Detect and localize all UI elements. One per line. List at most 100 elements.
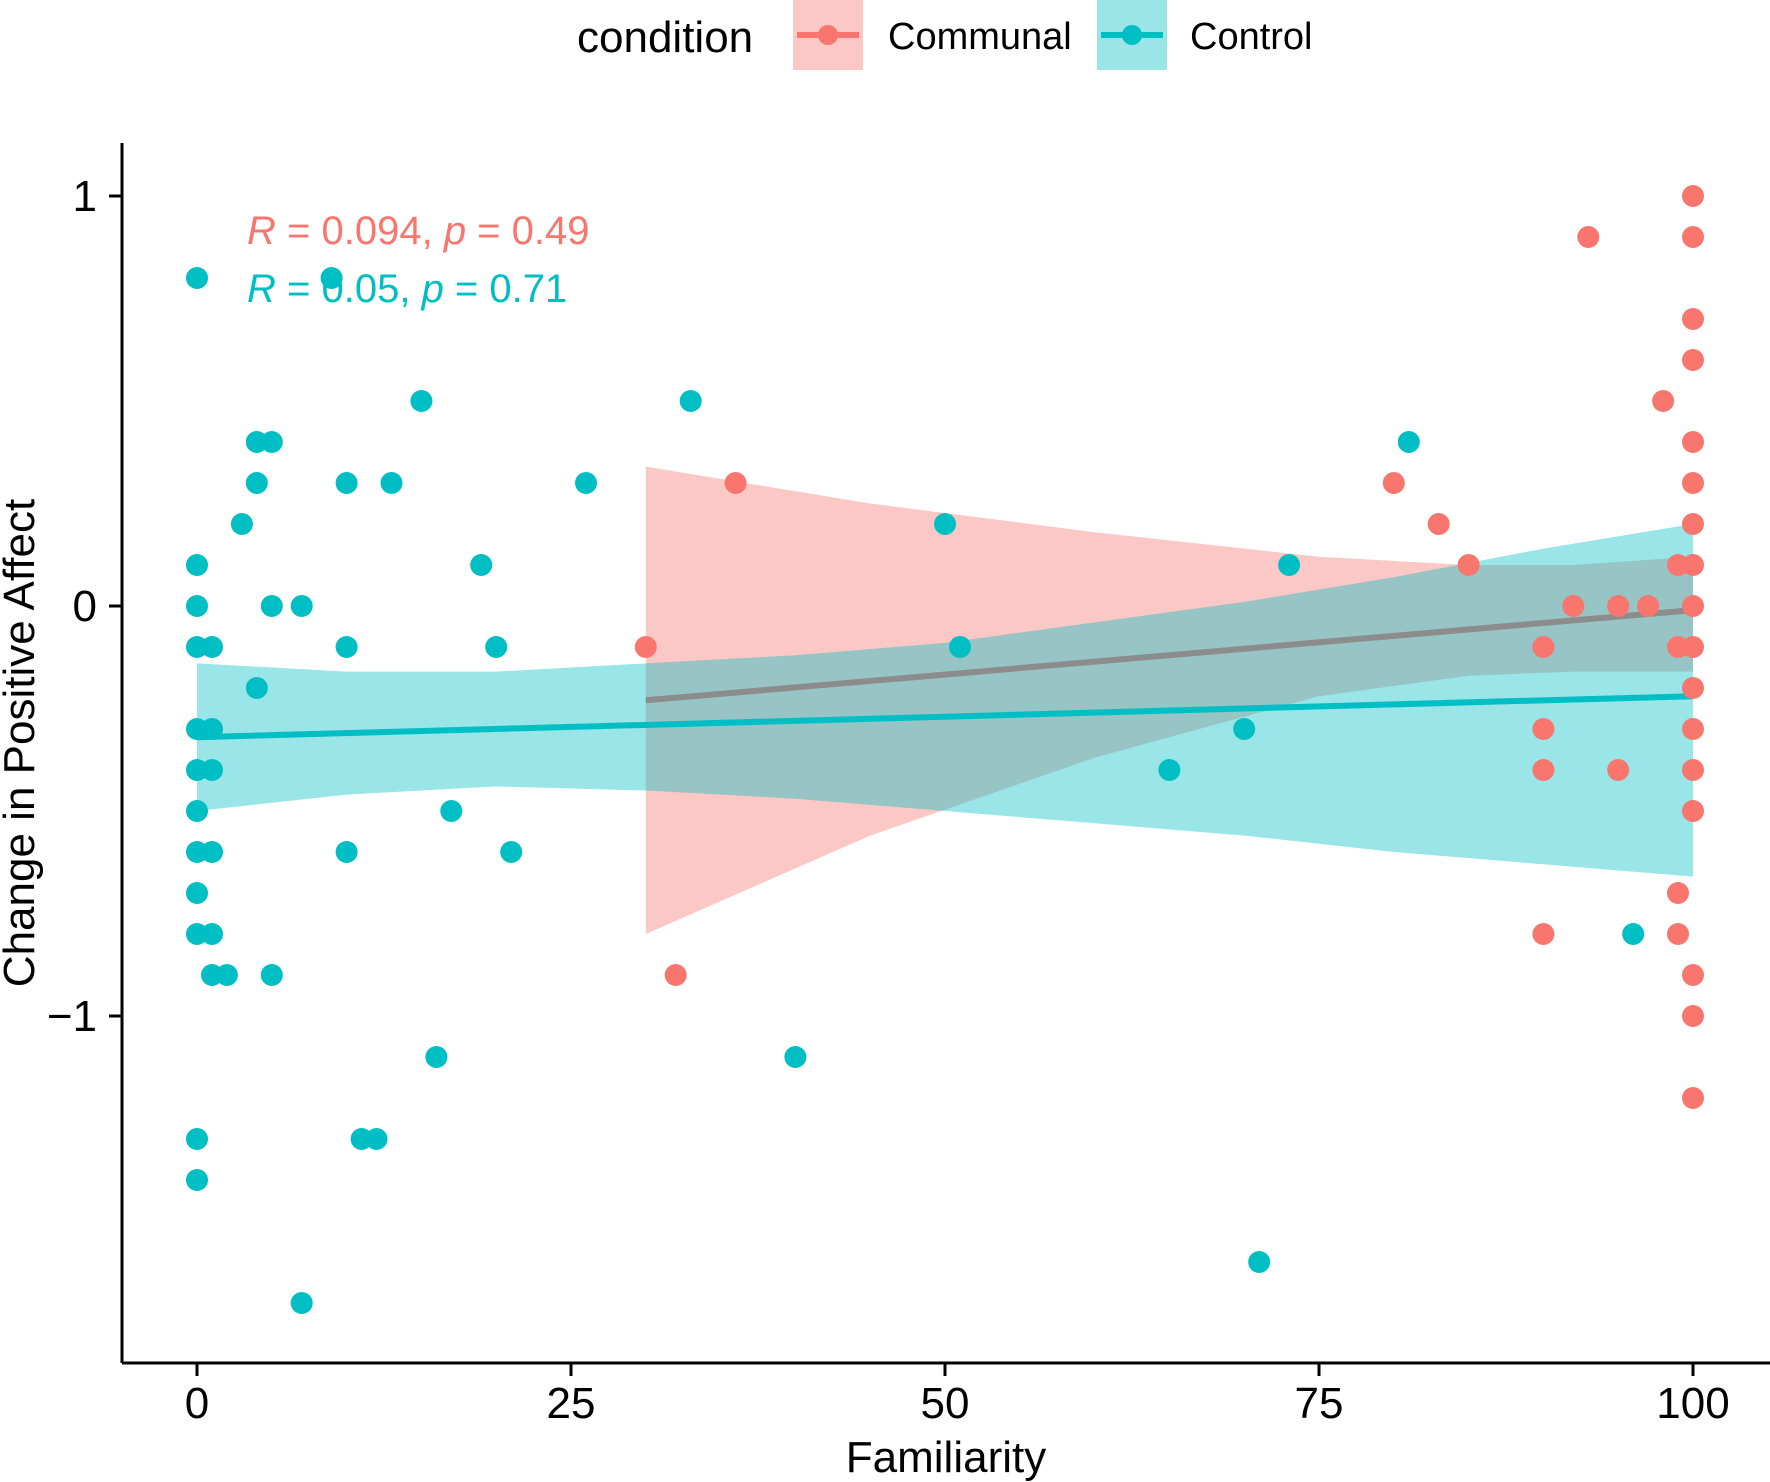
data-point-communal (664, 964, 687, 986)
annotation-communal-r-value: = 0.094, (276, 209, 444, 253)
data-point-communal (1532, 718, 1555, 740)
data-point-control (470, 554, 493, 576)
annotation-control-p-label: p (421, 267, 444, 311)
data-point-control (934, 513, 956, 535)
data-point-communal (1667, 882, 1689, 904)
annotation-control-r-value: = 0.05, (276, 267, 422, 311)
data-point-control (245, 677, 268, 699)
data-point-communal (1652, 390, 1675, 412)
data-point-control (1158, 759, 1181, 781)
y-axis-ticks: 1 0 −1 (47, 172, 122, 1041)
y-tick-label: 0 (73, 582, 97, 631)
data-point-communal (1682, 185, 1704, 207)
stat-annotations: R = 0.094, p = 0.49 R = 0.05, p = 0.71 (247, 209, 590, 311)
data-point-control (201, 841, 223, 863)
data-point-control (425, 1046, 448, 1068)
data-point-control (1622, 923, 1645, 945)
data-point-communal (1427, 513, 1450, 535)
data-point-communal (1667, 923, 1689, 945)
data-point-communal (1457, 554, 1480, 576)
x-axis-title: Familiarity (846, 1433, 1046, 1482)
data-point-communal (1682, 800, 1704, 822)
data-point-control (260, 964, 283, 986)
data-point-control (201, 636, 223, 658)
data-point-communal (1682, 636, 1704, 658)
legend-key-control (1097, 0, 1167, 70)
annotation-communal-p-label: p (443, 209, 466, 253)
data-point-control (380, 472, 403, 494)
data-point-control (949, 636, 971, 658)
data-point-control (500, 841, 523, 863)
annotation-control-r-label: R (247, 267, 276, 311)
data-point-communal (1577, 226, 1600, 248)
data-point-control (230, 513, 253, 535)
y-tick-label: 1 (73, 172, 97, 221)
data-point-communal (1682, 308, 1704, 330)
data-point-communal (724, 472, 747, 494)
data-point-communal (634, 636, 657, 658)
data-point-control (1278, 554, 1301, 576)
data-point-communal (1682, 513, 1704, 535)
data-point-control (485, 636, 508, 658)
data-point-control (186, 554, 208, 576)
legend-key-control-dot (1122, 25, 1142, 45)
data-point-control (575, 472, 597, 494)
data-point-control (186, 1128, 208, 1150)
data-point-communal (1382, 472, 1405, 494)
x-tick-label: 50 (921, 1379, 970, 1428)
confidence-band-communal (645, 466, 1693, 934)
data-point-communal (1682, 554, 1704, 576)
legend-key-communal-dot (818, 25, 838, 45)
data-point-communal (1682, 964, 1704, 986)
data-point-communal (1682, 472, 1704, 494)
data-point-communal (1682, 718, 1704, 740)
data-point-control (784, 1046, 807, 1068)
legend-title: condition (577, 13, 753, 62)
legend-label-control: Control (1190, 16, 1313, 58)
fit-lines (196, 607, 1694, 741)
data-point-communal (1607, 595, 1630, 617)
x-axis-ticks: 0 25 50 75 100 (185, 1363, 1730, 1428)
fit-line-control (196, 693, 1694, 741)
data-point-control (1248, 1251, 1271, 1273)
annotation-communal: R = 0.094, p = 0.49 (247, 209, 590, 253)
data-point-control (410, 390, 433, 412)
data-point-control (320, 267, 343, 289)
data-point-control (1397, 431, 1420, 453)
data-point-control (186, 800, 208, 822)
data-point-communal (1532, 636, 1555, 658)
x-tick-label: 75 (1295, 1379, 1344, 1428)
legend: condition Communal Control (577, 0, 1313, 70)
axes: 0 25 50 75 100 1 0 −1 Familiarity Change in Po… (0, 143, 1770, 1482)
legend-label-communal: Communal (888, 16, 1072, 58)
confidence-band-control (197, 524, 1693, 877)
data-point-control (201, 718, 223, 740)
annotation-communal-p-value: = 0.49 (466, 209, 589, 253)
data-point-control (186, 595, 208, 617)
data-point-control (245, 472, 268, 494)
data-point-control (335, 636, 358, 658)
data-point-communal (1532, 759, 1555, 781)
data-point-communal (1682, 349, 1704, 371)
data-point-communal (1682, 759, 1704, 781)
fit-line-communal (645, 607, 1694, 704)
data-point-control (201, 759, 223, 781)
data-point-control (335, 841, 358, 863)
data-point-control (215, 964, 238, 986)
data-points (186, 185, 1704, 1314)
data-point-communal (1682, 677, 1704, 699)
data-point-communal (1682, 595, 1704, 617)
legend-key-communal (793, 0, 863, 70)
data-point-communal (1682, 1005, 1704, 1027)
data-point-control (290, 1292, 313, 1314)
data-point-control (1233, 718, 1256, 740)
y-axis-title: Change in Positive Affect (0, 499, 44, 987)
data-point-control (365, 1128, 388, 1150)
data-point-control (260, 431, 283, 453)
y-tick-label: −1 (47, 992, 97, 1041)
data-point-communal (1682, 1087, 1704, 1109)
data-point-control (186, 267, 208, 289)
data-point-communal (1637, 595, 1660, 617)
x-tick-label: 25 (547, 1379, 596, 1428)
